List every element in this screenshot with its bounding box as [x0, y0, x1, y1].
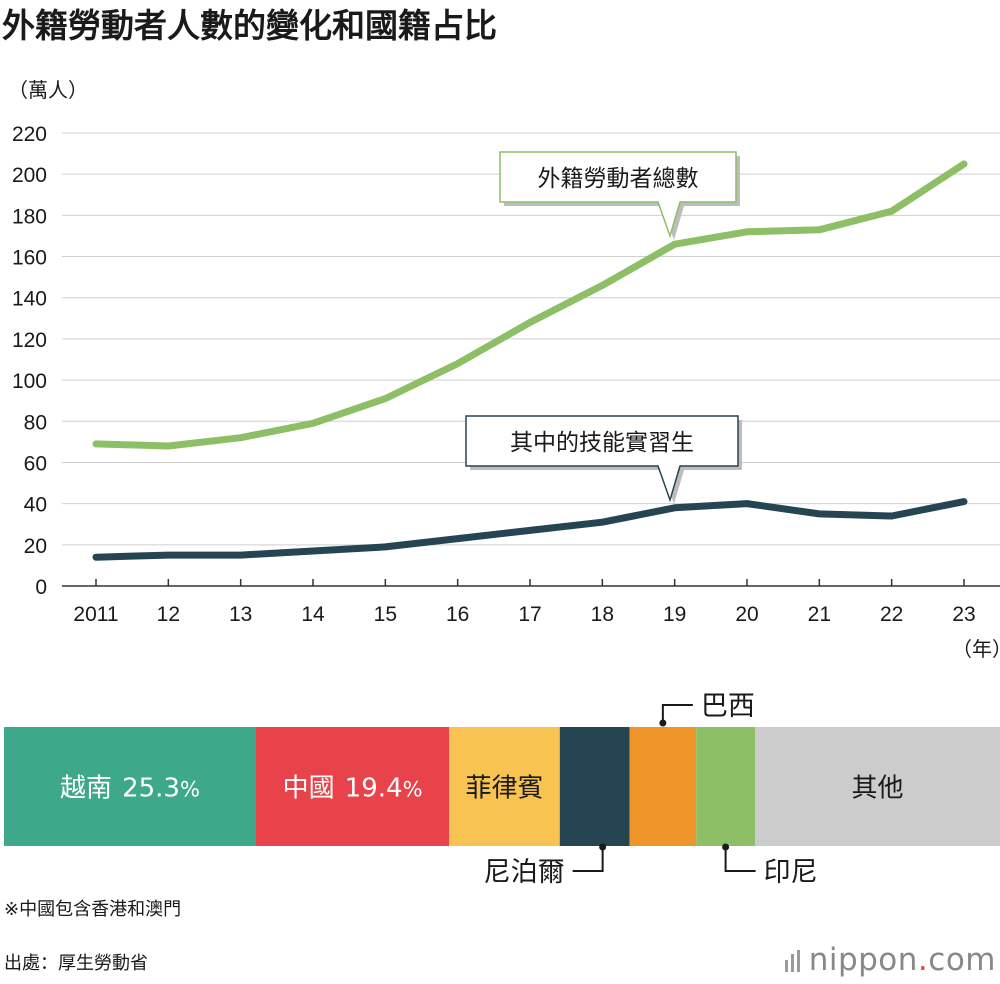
series-line-0: [92, 160, 968, 450]
bar-segment-unit: %: [403, 778, 423, 802]
bar-segment-4: [629, 727, 697, 846]
bar-segment-value: 19.4: [345, 774, 403, 804]
y-axis-ticks: 0 20 40 60 80 100 120 140 160 180 200 220: [12, 123, 47, 599]
y-tick-label: 140: [12, 288, 47, 311]
external-label-5: 印尼: [722, 843, 818, 888]
x-axis-unit-label: （年）: [952, 637, 1000, 661]
bar-segment-label: 中國 19.4%: [283, 774, 423, 804]
x-tick-label: 2011: [73, 603, 118, 626]
brand-dot: .: [917, 942, 929, 978]
x-axis-ticks: 2011 12 13 14 15 16 17 18 19 20 21 22 23: [73, 579, 976, 626]
x-tick-label: 14: [301, 603, 325, 626]
callout-box: [499, 151, 737, 239]
x-tick-label: 17: [518, 603, 541, 626]
external-label-3: 尼泊爾: [484, 843, 607, 888]
x-tick-label: 16: [446, 603, 469, 626]
y-tick-label: 100: [12, 370, 47, 393]
chart-title: 外籍勞動者人數的變化和國籍占比: [2, 6, 497, 45]
footnote: ※中國包含香港和澳門: [4, 899, 182, 920]
x-tick-label: 21: [808, 603, 831, 626]
y-tick-label: 220: [12, 123, 47, 146]
x-tick-label: 18: [591, 603, 614, 626]
x-tick-label: 19: [663, 603, 686, 626]
y-tick-label: 0: [35, 576, 47, 599]
bar-segment-value: 25.3: [122, 774, 180, 804]
callout-label: 外籍勞動者總數: [538, 166, 699, 192]
external-label-4: 巴西: [659, 691, 755, 727]
y-tick-label: 20: [24, 535, 47, 558]
bar-segment-5: [696, 727, 755, 846]
y-tick-label: 40: [24, 494, 47, 517]
y-tick-label: 60: [24, 452, 47, 475]
brand-logo: nippon.com: [784, 942, 996, 980]
series-line-1: [92, 498, 968, 561]
bar-segment-1: [255, 727, 450, 846]
bar-segment-6: [754, 727, 1000, 846]
y-tick-label: 200: [12, 164, 47, 187]
x-tick-label: 23: [952, 603, 975, 626]
bar-segment-3: [559, 727, 630, 846]
brand-bars-icon: [784, 944, 803, 980]
x-tick-label: 12: [157, 603, 180, 626]
source-note: 出處：厚生勞動省: [4, 953, 148, 974]
x-tick-label: 22: [880, 603, 903, 626]
y-tick-label: 80: [24, 411, 47, 434]
callout-box: [465, 415, 739, 503]
bar-segment-label: 越南 25.3%: [60, 774, 200, 804]
bar-segment-unit: %: [180, 778, 200, 802]
brand-tld: com: [928, 942, 996, 978]
bar-segment-label: 其他: [851, 774, 903, 804]
x-tick-label: 20: [735, 603, 758, 626]
bar-external-label: 尼泊爾: [484, 857, 565, 888]
bar-segment-2: [449, 727, 560, 846]
brand-name: nippon: [808, 942, 918, 978]
chart-area: （萬人） 0 20 40 60 80 100 120 140 160 180 200 220 2011…: [4, 78, 1000, 888]
x-tick-label: 15: [374, 603, 397, 626]
series-lines: [92, 160, 968, 561]
bar-segment-label: 菲律賓: [465, 774, 543, 804]
callout-label: 其中的技能實習生: [510, 430, 694, 456]
callout-1: 其中的技能實習生: [465, 415, 742, 504]
bar-segment-0: [4, 727, 256, 846]
bar-external-label: 印尼: [764, 857, 818, 888]
y-tick-label: 160: [12, 247, 47, 270]
x-tick-label: 13: [229, 603, 252, 626]
y-axis-unit-label: （萬人）: [8, 78, 88, 102]
stacked-bar: 越南 25.3% 中國 19.4% 菲律賓 其他: [4, 727, 1000, 846]
y-tick-label: 120: [12, 329, 47, 352]
callout-0: 外籍勞動者總數: [499, 151, 740, 240]
bar-external-label: 巴西: [701, 691, 755, 722]
y-tick-label: 180: [12, 205, 47, 228]
